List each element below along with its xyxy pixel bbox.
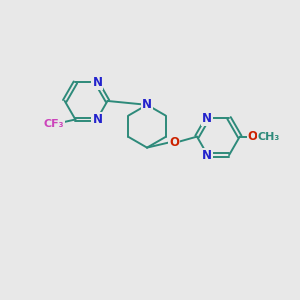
Text: N: N xyxy=(202,149,212,162)
Text: N: N xyxy=(202,112,212,124)
Text: CF₃: CF₃ xyxy=(44,119,64,129)
Text: O: O xyxy=(169,136,179,148)
Text: CH₃: CH₃ xyxy=(258,132,280,142)
Text: N: N xyxy=(92,113,102,126)
Text: O: O xyxy=(248,130,257,143)
Text: N: N xyxy=(142,98,152,111)
Text: N: N xyxy=(92,76,102,89)
